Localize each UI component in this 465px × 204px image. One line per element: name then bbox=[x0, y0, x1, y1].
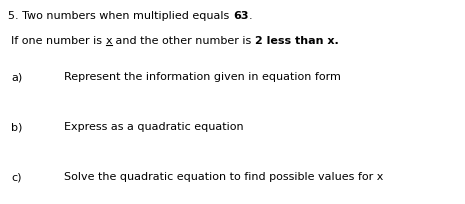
Text: .: . bbox=[249, 11, 252, 21]
Text: Represent the information given in equation form: Represent the information given in equat… bbox=[64, 72, 341, 82]
Text: 63: 63 bbox=[233, 11, 249, 21]
Text: and the other number is: and the other number is bbox=[112, 36, 255, 46]
Text: a): a) bbox=[11, 72, 22, 82]
Text: 5. Two numbers when multiplied equals: 5. Two numbers when multiplied equals bbox=[8, 11, 233, 21]
Text: Solve the quadratic equation to find possible values for x: Solve the quadratic equation to find pos… bbox=[64, 172, 383, 182]
Text: b): b) bbox=[11, 122, 22, 132]
Text: If one number is: If one number is bbox=[11, 36, 106, 46]
Text: c): c) bbox=[11, 172, 21, 182]
Text: x: x bbox=[106, 36, 112, 46]
Text: 2 less than x.: 2 less than x. bbox=[255, 36, 339, 46]
Text: Express as a quadratic equation: Express as a quadratic equation bbox=[64, 122, 244, 132]
